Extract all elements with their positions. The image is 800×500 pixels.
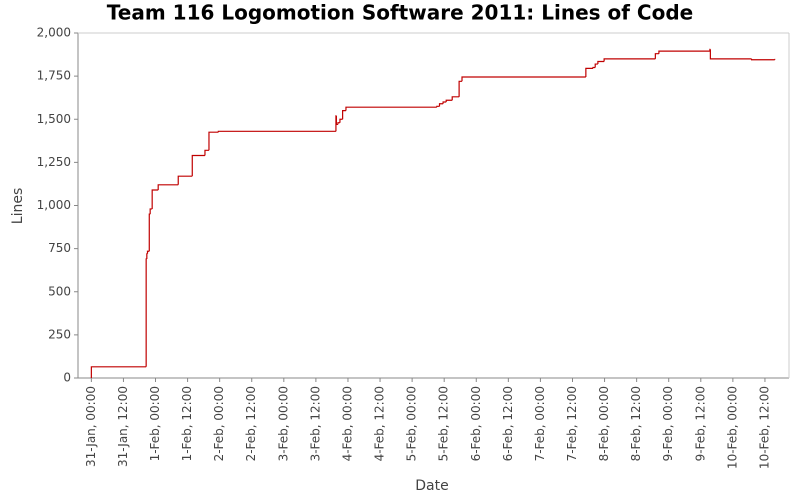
x-tick-label: 10-Feb, 00:00: [725, 386, 739, 469]
step-segment: [191, 154, 205, 177]
step-segment: [157, 184, 179, 190]
y-tick-label: 0: [63, 371, 71, 385]
x-tick-label: 31-Jan, 00:00: [84, 386, 98, 467]
x-tick-label: 1-Feb, 12:00: [180, 386, 194, 461]
step-segment: [204, 149, 209, 156]
x-tick-label: 4-Feb, 00:00: [340, 386, 354, 461]
x-tick-label: 10-Feb, 12:00: [757, 386, 771, 469]
step-segment: [654, 53, 659, 59]
x-tick-label: 9-Feb, 12:00: [693, 386, 707, 461]
y-tick-label: 1,500: [37, 112, 71, 126]
y-tick-label: 500: [48, 284, 71, 298]
x-tick-label: 4-Feb, 12:00: [373, 386, 387, 461]
step-segment: [445, 99, 453, 102]
chart-title: Team 116 Logomotion Software 2011: Lines…: [107, 1, 693, 25]
step-segment: [90, 366, 147, 378]
step-segment: [345, 106, 437, 111]
step-segment: [594, 63, 598, 68]
step-segment: [597, 60, 605, 65]
x-tick-label: 6-Feb, 12:00: [501, 386, 515, 461]
step-segment: [585, 67, 593, 77]
y-tick-label: 1,000: [37, 198, 71, 212]
x-tick-label: 3-Feb, 12:00: [308, 386, 322, 461]
y-tick-label: 2,000: [37, 26, 71, 40]
step-segment: [339, 118, 343, 123]
step-segment: [151, 189, 159, 209]
x-tick-label: 8-Feb, 12:00: [629, 386, 643, 461]
x-tick-label: 3-Feb, 00:00: [276, 386, 290, 461]
x-tick-label: 9-Feb, 00:00: [661, 386, 675, 461]
step-segment: [709, 49, 752, 60]
step-segment: [145, 258, 147, 367]
step-segment: [146, 250, 150, 254]
x-tick-label: 5-Feb, 00:00: [405, 386, 419, 461]
y-tick-label: 1,750: [37, 69, 71, 83]
y-tick-label: 1,250: [37, 155, 71, 169]
step-segment: [458, 80, 463, 97]
y-tick-label: 250: [48, 327, 71, 341]
step-segment: [148, 213, 151, 252]
step-segment: [208, 131, 219, 151]
x-axis-label: Date: [415, 478, 448, 494]
step-segment: [436, 105, 440, 108]
x-tick-label: 1-Feb, 00:00: [148, 386, 162, 461]
step-segment: [438, 103, 444, 107]
step-segment: [146, 253, 148, 259]
x-tick-label: 7-Feb, 12:00: [565, 386, 579, 461]
step-segment: [658, 50, 710, 54]
step-segment: [149, 208, 153, 215]
y-tick-label: 750: [48, 241, 71, 255]
x-tick-label: 8-Feb, 00:00: [597, 386, 611, 461]
step-segment: [451, 96, 460, 101]
step-segment: [592, 66, 596, 69]
step-segment: [177, 175, 193, 185]
step-segment: [217, 130, 336, 133]
x-tick-label: 7-Feb, 00:00: [533, 386, 547, 461]
step-segment: [750, 58, 775, 61]
step-segment: [342, 110, 346, 120]
x-tick-label: 31-Jan, 12:00: [116, 386, 130, 467]
y-axis-label: Lines: [10, 188, 26, 224]
x-tick-label: 2-Feb, 12:00: [244, 386, 258, 461]
step-segment: [603, 58, 656, 62]
x-tick-label: 2-Feb, 00:00: [212, 386, 226, 461]
step-segment: [337, 122, 340, 125]
step-segment: [442, 101, 447, 104]
x-tick-label: 6-Feb, 00:00: [469, 386, 483, 461]
step-segment: [461, 76, 586, 82]
x-tick-label: 5-Feb, 12:00: [437, 386, 451, 461]
